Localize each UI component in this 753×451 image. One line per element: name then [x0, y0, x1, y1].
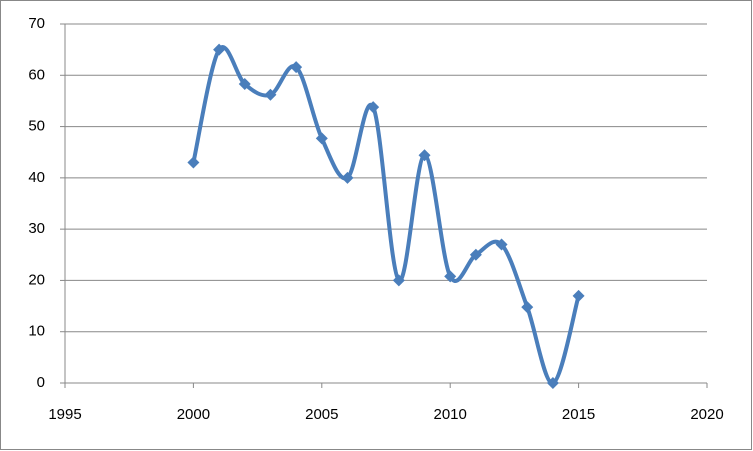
marker — [341, 171, 354, 184]
marker — [495, 238, 508, 251]
marker — [546, 377, 559, 389]
y-tick-label: 50 — [28, 118, 45, 135]
marker — [238, 78, 251, 91]
series-line — [191, 45, 581, 385]
marker — [264, 88, 277, 101]
y-tick-label: 70 — [28, 15, 45, 32]
x-tick-label: 2020 — [690, 406, 723, 423]
y-tick-label: 10 — [28, 323, 45, 340]
marker — [521, 301, 534, 314]
x-tick-label: 2005 — [305, 406, 338, 423]
y-tick-label: 30 — [28, 220, 45, 237]
y-tick-label: 60 — [28, 66, 45, 83]
x-tick-label: 2010 — [434, 406, 467, 423]
marker — [418, 149, 431, 162]
marker — [392, 274, 405, 287]
marker — [367, 101, 380, 114]
marker — [572, 289, 585, 302]
marker — [315, 132, 328, 145]
marker — [290, 61, 303, 74]
x-tick-label: 2015 — [562, 406, 595, 423]
x-tick-label: 1995 — [48, 406, 81, 423]
y-tick-label: 0 — [37, 374, 45, 391]
y-tick-label: 20 — [28, 271, 45, 288]
marker — [213, 43, 226, 56]
marker — [187, 156, 200, 169]
y-tick-label: 40 — [28, 169, 45, 186]
x-tick-label: 2000 — [177, 406, 210, 423]
marker — [444, 270, 457, 283]
marker — [469, 248, 482, 261]
